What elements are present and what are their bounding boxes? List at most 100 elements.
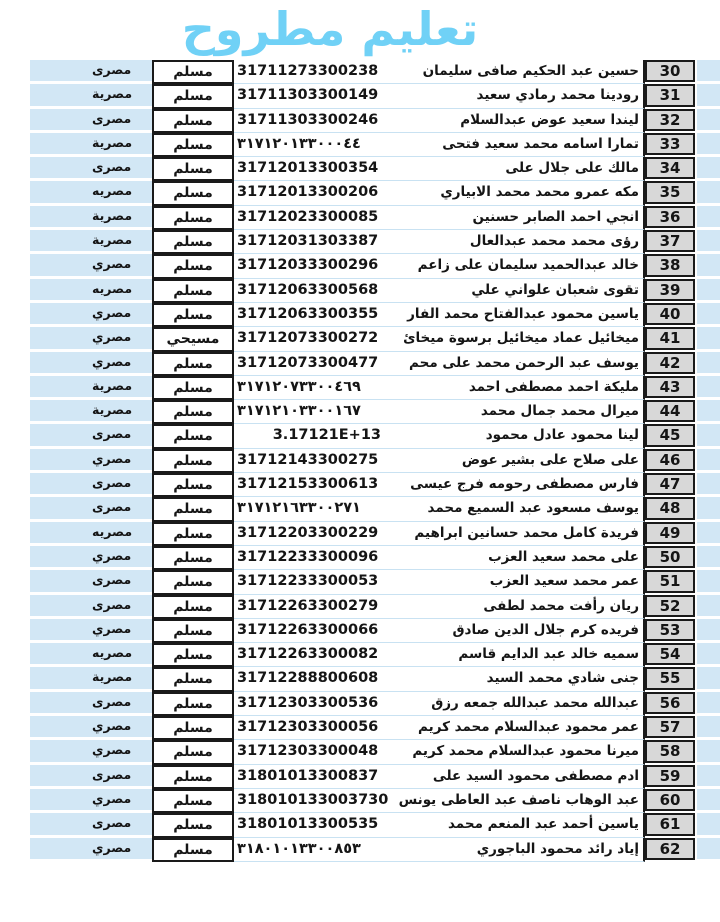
student-name-cell: على محمد سعيد العزب (389, 545, 645, 571)
left-margin (0, 230, 28, 255)
left-margin (0, 740, 28, 765)
row-number-badge: 53 (645, 618, 695, 642)
row-number-badge: 40 (645, 302, 695, 326)
student-name-cell: ميرال محمد جمال محمد (389, 400, 645, 425)
left-gutter-cell (30, 230, 90, 252)
nationality-cell: مصرية (90, 84, 152, 106)
table-row: مصرى مسلم 31712233300053 عمر محمد سعيد العز… (0, 570, 720, 595)
left-margin (0, 570, 28, 595)
table-row: مصرى مسلم 3.17121E+13 لينا محمود عادل محمود… (0, 424, 720, 449)
right-gutter-cell (697, 497, 720, 519)
nationality-cell: مصرى (90, 594, 152, 616)
student-name-cell: فارس مصطفى رحومه فرج عيسى (389, 473, 645, 498)
religion-cell: مسلم (152, 448, 234, 474)
left-gutter-cell (30, 740, 90, 762)
left-margin (0, 278, 28, 303)
left-gutter-cell (30, 157, 90, 179)
religion-cell: مسلم (152, 400, 234, 425)
left-gutter-cell (30, 205, 90, 228)
row-number-badge: 35 (645, 181, 695, 204)
row-number-badge: 59 (645, 764, 695, 787)
religion-cell: مسلم (152, 254, 234, 279)
religion-cell: مسلم (152, 643, 234, 668)
left-gutter-cell (30, 764, 90, 786)
row-number-badge: 58 (645, 740, 695, 763)
right-gutter-cell (697, 400, 720, 422)
left-margin (0, 716, 28, 741)
row-number-badge: 56 (645, 691, 695, 715)
nationality-cell: مصرى (90, 157, 152, 179)
religion-cell: مسلم (152, 375, 234, 401)
student-name-cell: فريده كرم جلال الدين صادق (389, 618, 645, 644)
national-id-cell: 31712153300613 (234, 473, 389, 498)
religion-cell: مسلم (152, 570, 234, 595)
table-row: مصرية مسلم ٣١٧١٢٠١٣٣٠٠٠٤٤ تمارا اسامه محمد … (0, 132, 720, 158)
nationality-cell: مصرى (90, 108, 152, 130)
student-name-cell: إياد رائد محمود الباجوري (389, 837, 645, 862)
student-name-cell: ميخائيل عماد ميخائيل برسوة ميخائ (389, 327, 645, 352)
row-number-badge: 33 (645, 132, 695, 156)
right-gutter-cell (697, 84, 720, 106)
nationality-cell: مصرى (90, 764, 152, 786)
national-id-cell: 31711303300246 (234, 108, 389, 133)
table-row: مصرى مسلم 31801013300535 ياسين أحمد عبد الم… (0, 813, 720, 838)
right-gutter-cell (697, 788, 720, 811)
nationality-cell: مصرى (90, 473, 152, 495)
left-gutter-cell (30, 278, 90, 300)
table-row: مصري مسلم 31712143300275 على صلاح على بشير … (0, 448, 720, 474)
nationality-cell: مصرى (90, 691, 152, 714)
table-row: مصري مسلم 31712233300096 على محمد سعيد العز… (0, 545, 720, 571)
left-margin (0, 375, 28, 401)
table-row: مصريه مسلم 31712063300568 تقوى شعبان علواني… (0, 278, 720, 303)
national-id-cell: 3.17121E+13 (234, 424, 389, 449)
left-gutter-cell (30, 181, 90, 203)
right-gutter-cell (697, 108, 720, 130)
national-id-cell: 31712303300056 (234, 716, 389, 741)
right-gutter-cell (697, 351, 720, 373)
national-id-cell: 31712303300048 (234, 740, 389, 765)
left-gutter-cell (30, 108, 90, 130)
left-gutter-cell (30, 132, 90, 155)
left-gutter-cell (30, 497, 90, 519)
row-number-badge: 31 (645, 84, 695, 107)
table-row: مصرية مسلم 31712288800608 جنى شادي محمد الس… (0, 667, 720, 692)
page-title: تعليم مطروح (181, 2, 479, 56)
student-name-cell: على صلاح على بشير عوض (389, 448, 645, 474)
left-margin (0, 667, 28, 692)
table-row: مصريه مسلم 31712013300206 مكه عمرو محمد محم… (0, 181, 720, 206)
left-gutter-cell (30, 667, 90, 689)
nationality-cell: مصري (90, 448, 152, 471)
left-margin (0, 473, 28, 498)
right-gutter-cell (697, 594, 720, 616)
student-name-cell: مالك على جلال على (389, 157, 645, 182)
national-id-cell: 31712233300053 (234, 570, 389, 595)
table-row: مصرى مسلم 31712153300613 فارس مصطفى رحومه ف… (0, 473, 720, 498)
left-gutter-cell (30, 545, 90, 568)
student-name-cell: تقوى شعبان علواني علي (389, 278, 645, 303)
row-number-badge: 49 (645, 521, 695, 544)
nationality-cell: مصرية (90, 132, 152, 155)
religion-cell: مسلم (152, 157, 234, 182)
student-name-cell: رؤى محمد محمد عبدالعال (389, 230, 645, 255)
left-margin (0, 691, 28, 717)
table-row: مصري مسلم 318010133003730 عبد الوهاب ناصف ع… (0, 788, 720, 814)
religion-cell: مسلم (152, 545, 234, 571)
left-gutter-cell (30, 473, 90, 495)
right-gutter-cell (697, 667, 720, 689)
left-margin (0, 351, 28, 376)
left-gutter-cell (30, 400, 90, 422)
left-margin (0, 837, 28, 862)
nationality-cell: مصرى (90, 570, 152, 592)
student-name-cell: ميرنا محمود عبدالسلام محمد كريم (389, 740, 645, 765)
student-name-cell: عمر محمود عبدالسلام محمد كريم (389, 716, 645, 741)
right-gutter-cell (697, 618, 720, 641)
right-gutter-cell (697, 813, 720, 835)
student-name-cell: جنى شادي محمد السيد (389, 667, 645, 692)
table-row: مصرى مسلم 31712263300279 ريان رأفت محمد لطف… (0, 594, 720, 619)
table-row: مصرية مسلم 31712031303387 رؤى محمد محمد عبد… (0, 230, 720, 255)
left-margin (0, 60, 28, 85)
student-name-cell: تمارا اسامه محمد سعيد فتحى (389, 132, 645, 158)
national-id-cell: 31712033300296 (234, 254, 389, 279)
left-margin (0, 254, 28, 279)
left-gutter-cell (30, 254, 90, 276)
